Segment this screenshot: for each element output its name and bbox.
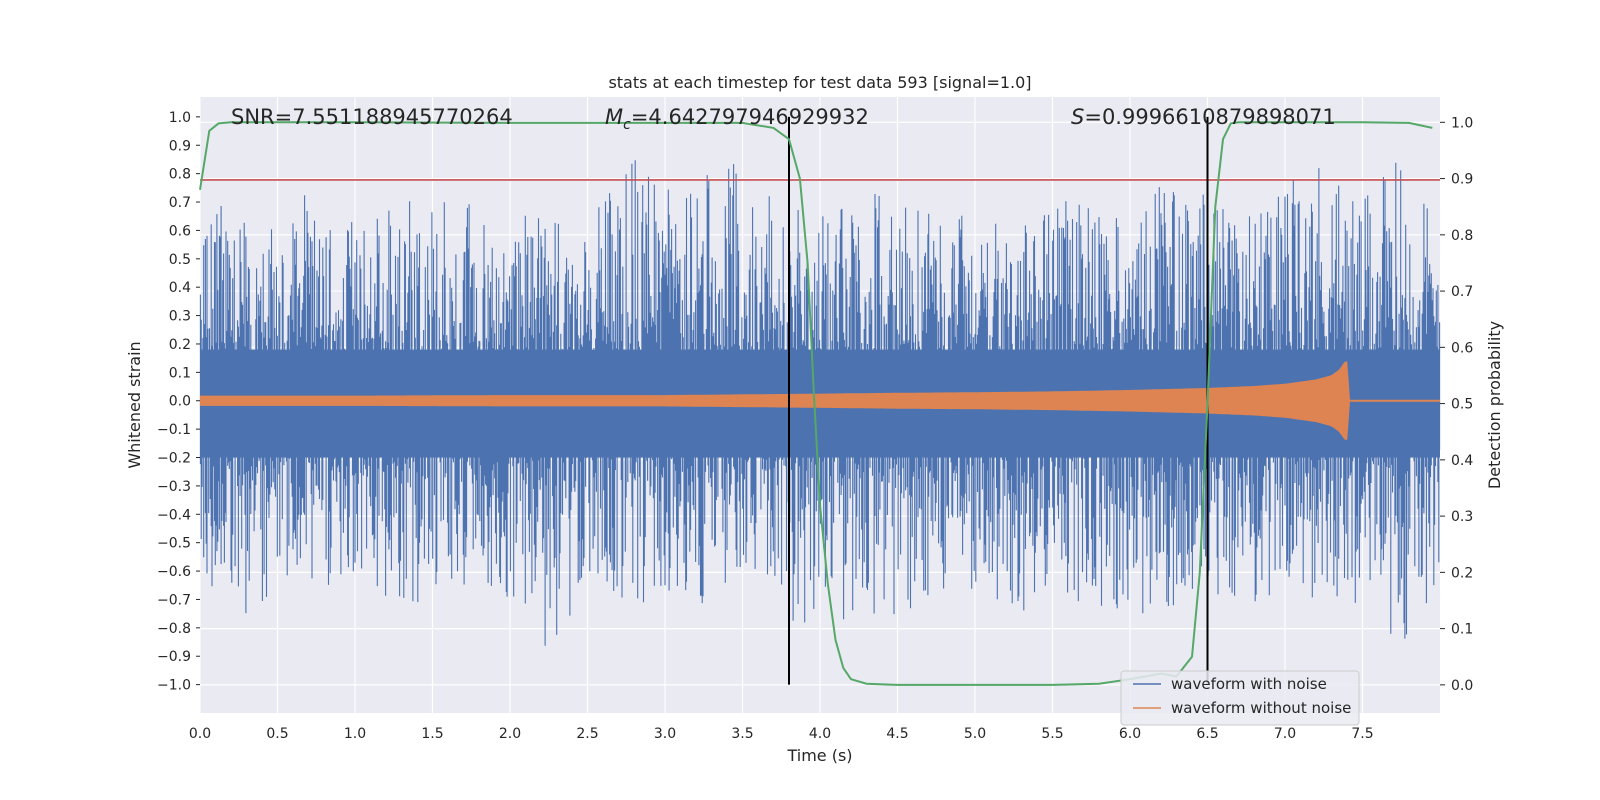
x-tick-label: 7.5 (1351, 726, 1373, 742)
y-left-tick-label: 0.1 (169, 365, 191, 381)
legend-box (1120, 670, 1360, 726)
legend-label-noise: waveform with noise (1171, 675, 1327, 693)
y-right-tick-label: 0.5 (1451, 397, 1473, 413)
y-left-tick-label: 0.2 (169, 337, 191, 353)
clean-series (200, 361, 1440, 441)
series-waveform-without-noise (200, 361, 1351, 441)
y-left-tick-label: 0.8 (169, 167, 191, 183)
y-left-tick-label: −1.0 (157, 678, 191, 694)
y-left-tick-label: −0.4 (157, 507, 191, 523)
x-tick-label: 5.5 (1041, 726, 1063, 742)
snr-annotation: SNR=7.551188945770264 (231, 105, 513, 129)
x-tick-label: 2.0 (499, 726, 521, 742)
y-axis-label-right: Detection probability (1485, 321, 1504, 489)
legend: waveform with noise waveform without noi… (1120, 670, 1360, 726)
y-right-tick-label: 0.6 (1451, 340, 1473, 356)
x-tick-label: 3.0 (654, 726, 676, 742)
y-left-tick-label: −0.2 (157, 451, 191, 467)
y-left-tick-label: 0.7 (169, 195, 191, 211)
x-tick-label: 6.5 (1196, 726, 1218, 742)
y-right-tick-label: 0.9 (1451, 172, 1473, 188)
s-annotation: S=0.9996610879898071 (1071, 105, 1336, 129)
y-right-tick-label: 0.2 (1451, 565, 1473, 581)
x-tick-label: 5.0 (964, 726, 986, 742)
x-tick-label: 1.5 (421, 726, 443, 742)
y-left-tick-label: 0.3 (169, 309, 191, 325)
y-axis-label-left: Whitened strain (125, 341, 144, 468)
x-tick-label: 0.0 (189, 726, 211, 742)
legend-label-clean: waveform without noise (1171, 699, 1351, 717)
x-tick-label: 3.5 (731, 726, 753, 742)
s-value: =0.9996610879898071 (1084, 105, 1335, 129)
y-right-tick-label: 0.0 (1451, 678, 1473, 694)
y-left-tick-label: −0.1 (157, 422, 191, 438)
x-tick-label: 4.0 (809, 726, 831, 742)
x-tick-label: 6.0 (1119, 726, 1141, 742)
x-axis-label: Time (s) (786, 746, 852, 765)
y-left-tick-label: 0.0 (169, 394, 191, 410)
y-left-tick-label: 0.9 (169, 138, 191, 154)
y-right-tick-label: 0.1 (1451, 622, 1473, 638)
x-tick-label: 1.0 (344, 726, 366, 742)
y-right-tick-label: 0.8 (1451, 228, 1473, 244)
y-right-tick-label: 0.4 (1451, 453, 1473, 469)
x-tick-label: 0.5 (266, 726, 288, 742)
mc-annotation: Mc=4.642797946929932 (605, 105, 869, 133)
series-detection-probability (199, 121, 1433, 686)
y-right-tick-label: 1.0 (1451, 115, 1473, 131)
y-left-tick-label: −0.5 (157, 536, 191, 552)
overlay-lines (199, 116, 1440, 686)
y-left-tick-label: −0.6 (157, 564, 191, 580)
y-left-tick-label: −0.9 (157, 649, 191, 665)
x-tick-label: 2.5 (576, 726, 598, 742)
y-left-tick-label: 0.6 (169, 223, 191, 239)
mc-subscript: c (623, 117, 631, 133)
x-tick-label: 4.5 (886, 726, 908, 742)
chart-title: stats at each timestep for test data 593… (608, 73, 1031, 92)
y-left-tick-label: 0.4 (169, 280, 191, 296)
y-right-tick-label: 0.3 (1451, 509, 1473, 525)
s-symbol: S (1071, 105, 1084, 129)
y-left-tick-label: −0.3 (157, 479, 191, 495)
y-left-tick-label: 1.0 (169, 110, 191, 126)
y-left-tick-label: 0.5 (169, 252, 191, 268)
y-left-tick-label: −0.7 (157, 592, 191, 608)
mc-symbol: M (605, 105, 623, 129)
y-left-tick-label: −0.8 (157, 621, 191, 637)
x-tick-label: 7.0 (1274, 726, 1296, 742)
y-right-tick-label: 0.7 (1451, 284, 1473, 300)
ticks: 0.0 0.5 1.0 1.5 2.0 2.5 3.0 3.5 4.0 4.5 5.0 5.5 6.0 6… (157, 110, 1473, 742)
mc-value: =4.642797946929932 (631, 105, 869, 129)
